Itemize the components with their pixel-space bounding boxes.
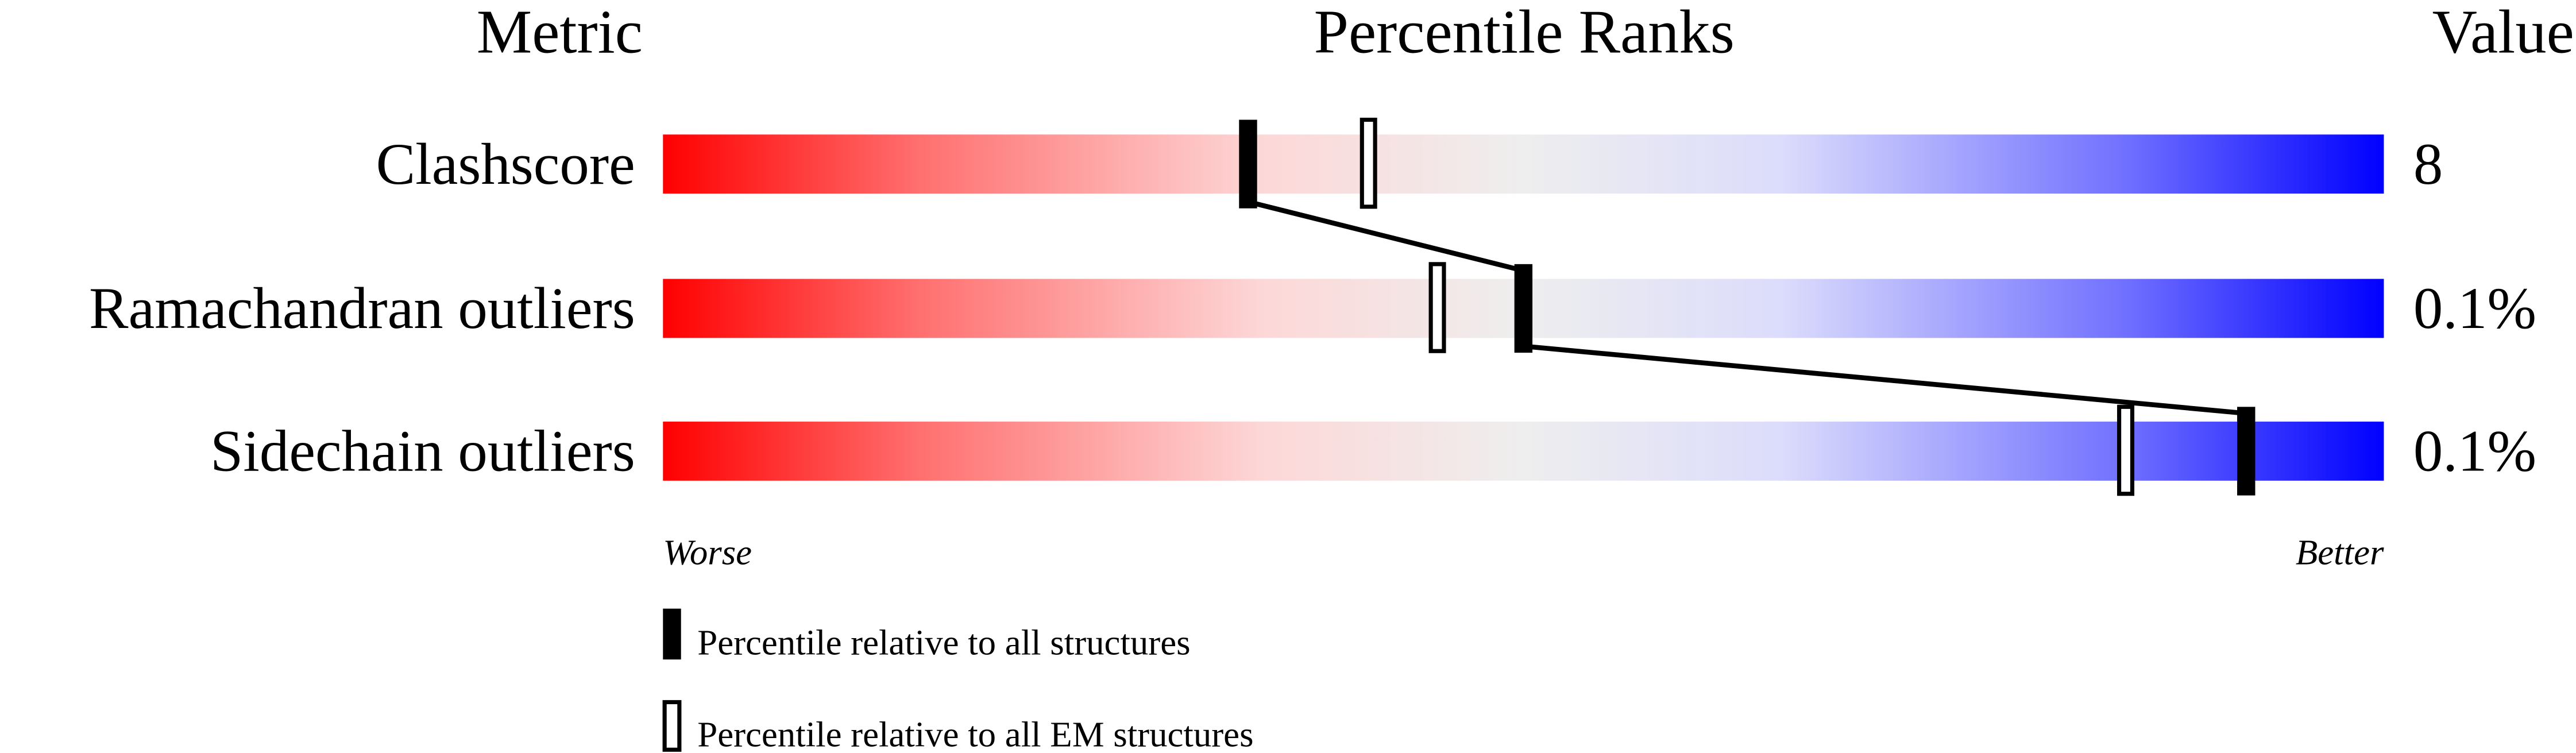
marker-em-structures (2117, 404, 2135, 496)
marker-em-structures (1360, 117, 1377, 209)
marker-all-structures (1514, 264, 1533, 353)
legend: Percentile relative to all structures Pe… (662, 608, 1254, 753)
metric-row: Clashscore 8 (376, 117, 2443, 209)
metric-value: 8 (2413, 132, 2443, 197)
header-percentile-ranks: Percentile Ranks (1314, 0, 1735, 66)
axis-label-worse: Worse (663, 532, 752, 573)
metric-value: 0.1% (2413, 276, 2536, 341)
header-metric: Metric (477, 0, 643, 66)
legend-marker-open (662, 700, 682, 752)
metric-label: Clashscore (376, 132, 635, 197)
connector-line (1523, 343, 2247, 416)
legend-marker-filled (663, 608, 681, 660)
metric-value: 0.1% (2413, 419, 2536, 484)
metric-label: Ramachandran outliers (89, 276, 635, 341)
metric-row: Ramachandran outliers 0.1% (89, 262, 2536, 353)
header-value: Value (2432, 0, 2574, 66)
axis-label-better: Better (2296, 532, 2384, 573)
marker-all-structures (1239, 119, 1257, 208)
connector-line (1247, 199, 1524, 273)
metric-label: Sidechain outliers (210, 419, 635, 484)
legend-label-em: Percentile relative to all EM structures (697, 715, 1253, 753)
marker-all-structures (2237, 407, 2256, 496)
percentile-bar (663, 422, 2384, 481)
legend-label-all: Percentile relative to all structures (697, 623, 1190, 663)
metric-row: Sidechain outliers 0.1% (210, 404, 2536, 496)
marker-em-structures (1428, 262, 1446, 353)
percentile-bar (663, 134, 2384, 194)
